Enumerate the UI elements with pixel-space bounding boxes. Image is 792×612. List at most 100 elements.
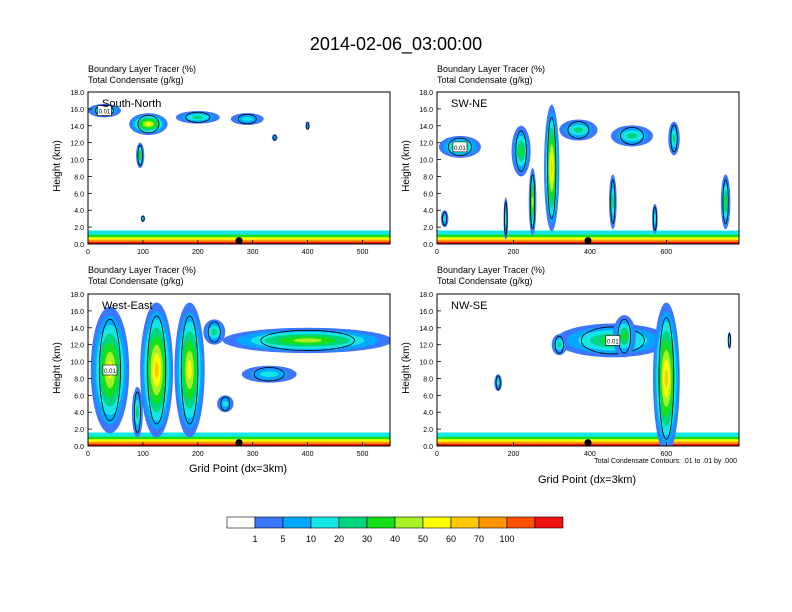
panel-2: 0.01 SW-NE 0.0 2.0 4.0 6.0 8.0 10.0 12.0 14.0 16.0…	[419, 90, 740, 256]
xtick-label: 300	[247, 451, 259, 458]
ytick-label: 2.0	[423, 225, 433, 232]
ytick-label: 8.0	[423, 174, 433, 181]
panel3-header-line1: Boundary Layer Tracer (%)	[88, 265, 196, 275]
xtick-label: 500	[357, 451, 369, 458]
panel1-header-line2: Total Condensate (g/kg)	[88, 75, 184, 85]
ytick-label: 0.0	[423, 242, 433, 249]
colorbar-cell	[254, 516, 284, 529]
ytick-label: 18.0	[70, 90, 84, 97]
ytick-label: 8.0	[423, 376, 433, 383]
condensate-region	[136, 405, 139, 419]
condensate-contour	[260, 329, 355, 351]
panel4-ylabel: Height (km)	[401, 342, 412, 394]
panel-name: SW-NE	[451, 98, 487, 110]
condensate-region	[222, 400, 229, 407]
ytick-label: 12.0	[419, 343, 433, 350]
condensate-contour	[220, 396, 231, 411]
condensate-region	[443, 215, 446, 222]
condensate-contour	[722, 179, 729, 225]
colorbar-label: 1	[252, 534, 257, 544]
panel-4: 0.01 NW-SE 0.0 2.0 4.0 6.0 8.0 10.0 12.0 14.0 16.0…	[419, 292, 740, 458]
condensate-contour	[180, 315, 199, 425]
ytick-label: 10.0	[419, 158, 433, 165]
contour-label-box	[102, 364, 118, 376]
condensate-contour	[137, 114, 160, 134]
condensate-contour	[141, 215, 145, 222]
condensate-region	[306, 123, 309, 128]
colorbar-cell	[394, 516, 424, 529]
colorbar-label: 70	[474, 534, 484, 544]
ytick-label: 6.0	[74, 191, 84, 198]
colorbar-label: 40	[390, 534, 400, 544]
condensate-contour	[610, 179, 616, 225]
xtick-label: 400	[302, 249, 314, 256]
condensate-region	[622, 332, 627, 341]
colorbar-cell	[450, 516, 480, 529]
condensate-region	[154, 361, 159, 379]
condensate-contour	[272, 134, 277, 141]
ytick-label: 14.0	[70, 326, 84, 333]
ytick-label: 16.0	[70, 107, 84, 114]
panel-name: West-East	[102, 300, 153, 312]
condensate-contour	[619, 127, 644, 145]
condensate-region	[611, 194, 614, 209]
ytick-label: 14.0	[419, 124, 433, 131]
ytick-label: 6.0	[423, 393, 433, 400]
condensate-region	[724, 196, 727, 208]
colorbar-cell	[310, 516, 340, 529]
ytick-label: 16.0	[419, 309, 433, 316]
xtick-label: 200	[508, 451, 520, 458]
colorbar-label: 30	[362, 534, 372, 544]
ytick-label: 10.0	[70, 360, 84, 367]
plot-frame	[87, 91, 391, 245]
ytick-label: 16.0	[419, 107, 433, 114]
station-marker	[584, 439, 592, 446]
ytick-label: 0.0	[74, 242, 84, 249]
colorbar-cell	[534, 516, 564, 529]
contour-label-box	[605, 335, 621, 346]
ytick-label: 14.0	[70, 124, 84, 131]
condensate-contour	[727, 333, 731, 348]
colorbar-label: 100	[499, 534, 514, 544]
colorbar: 1 5 10 20 30 40 50 60 70 100	[226, 516, 564, 544]
colorbar-cell	[478, 516, 508, 529]
condensate-contour	[580, 326, 645, 355]
condensate-contour	[95, 104, 114, 117]
condensate-contour	[253, 367, 285, 382]
ytick-label: 12.0	[70, 141, 84, 148]
contour-label-box	[97, 105, 112, 116]
figure-title: 2014-02-06_03:00:00	[310, 34, 482, 55]
condensate-region	[211, 328, 218, 336]
ytick-label: 8.0	[74, 174, 84, 181]
colorbar-cell	[338, 516, 368, 529]
ytick-label: 0.0	[423, 444, 433, 451]
ytick-label: 16.0	[70, 309, 84, 316]
contour-label: 0.01	[99, 110, 111, 116]
panel-name: South-North	[102, 98, 161, 110]
condensate-contour	[658, 317, 675, 440]
condensate-contour	[547, 116, 557, 220]
colorbar-cell	[506, 516, 536, 529]
panel2-ylabel: Height (km)	[401, 140, 412, 192]
condensate-region	[293, 338, 322, 343]
condensate-region	[626, 133, 638, 139]
panel4-header-line1: Boundary Layer Tracer (%)	[437, 265, 545, 275]
condensate-contour	[98, 318, 121, 422]
colorbar-cell	[226, 516, 256, 529]
condensate-region	[241, 117, 253, 121]
xtick-label: 600	[661, 249, 673, 256]
condensate-contour	[670, 124, 678, 153]
condensate-region	[664, 368, 669, 388]
condensate-contour	[237, 113, 257, 125]
xtick-label: 100	[137, 249, 149, 256]
colorbar-label: 10	[306, 534, 316, 544]
condensate-region	[550, 160, 553, 176]
ytick-label: 2.0	[74, 427, 84, 434]
condensate-region	[531, 196, 534, 208]
ytick-label: 14.0	[419, 326, 433, 333]
plot-background	[437, 92, 739, 244]
colorbar-label: 20	[334, 534, 344, 544]
xtick-label: 500	[357, 249, 369, 256]
condensate-region	[260, 371, 279, 378]
